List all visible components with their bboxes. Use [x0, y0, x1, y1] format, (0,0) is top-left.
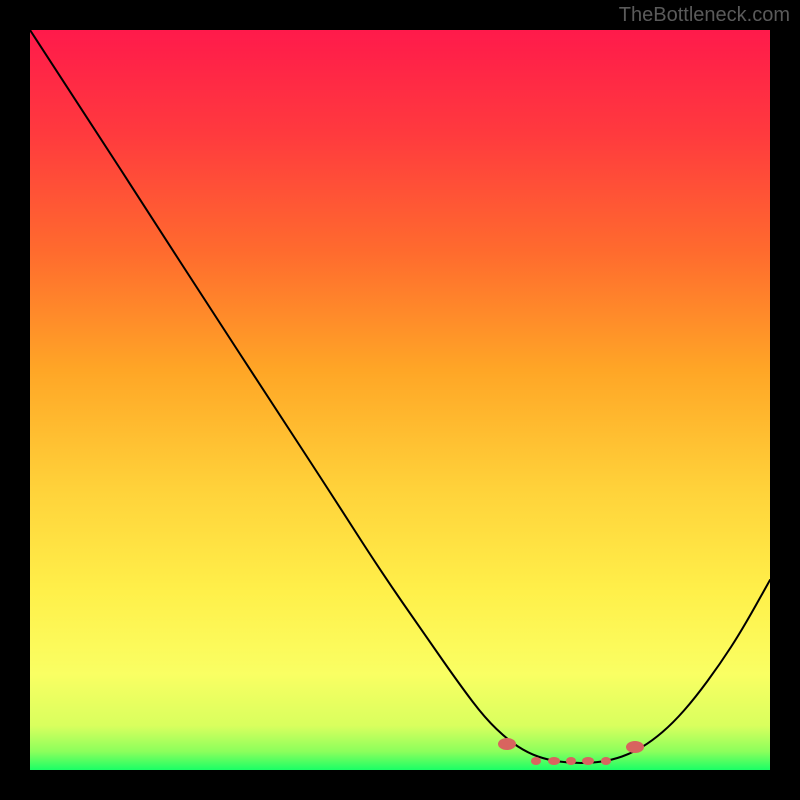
plot-area: [30, 30, 770, 770]
range-marker: [566, 757, 576, 765]
watermark-text: TheBottleneck.com: [619, 4, 790, 27]
range-marker: [548, 757, 560, 765]
range-marker: [601, 757, 611, 765]
range-marker: [498, 738, 516, 750]
gradient-background: [30, 30, 770, 770]
range-marker: [582, 757, 594, 765]
range-marker: [626, 741, 644, 753]
range-marker: [531, 757, 541, 765]
chart-frame: TheBottleneck.com: [0, 0, 800, 800]
plot-svg: [30, 30, 770, 770]
